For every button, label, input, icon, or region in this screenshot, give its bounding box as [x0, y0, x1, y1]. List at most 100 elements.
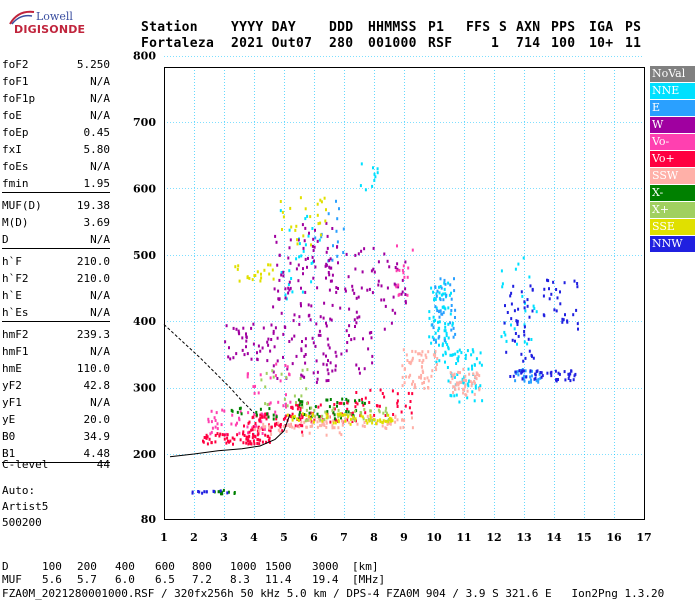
- echo-point-e: [440, 312, 443, 316]
- echo-point-w: [304, 226, 307, 230]
- y-tick-label: 500: [133, 249, 156, 262]
- echo-point-w: [241, 348, 244, 352]
- echo-point-w: [282, 332, 285, 336]
- echo-point-x: [268, 407, 271, 411]
- echo-point-x: [236, 410, 239, 414]
- echo-point-w: [330, 279, 333, 283]
- echo-point-w: [235, 327, 238, 331]
- echo-point-nne: [453, 394, 456, 398]
- echo-point-ssw: [422, 358, 425, 362]
- echo-point-w: [357, 295, 360, 299]
- param-row: h`F2 210.0: [2, 270, 110, 287]
- echo-point-nnw: [572, 313, 575, 317]
- echo-point-sse: [325, 412, 328, 416]
- echo-point-x: [318, 415, 321, 419]
- echo-point-e: [517, 373, 520, 377]
- echo-point-ssw: [268, 424, 271, 428]
- echo-point-ssw: [322, 420, 325, 424]
- echo-point-w: [232, 326, 235, 330]
- echo-point-w: [354, 267, 357, 271]
- param-row: h`F 210.0: [2, 253, 110, 270]
- echo-point-vo: [333, 407, 336, 411]
- echo-point-w: [272, 329, 275, 333]
- echo-point-nnw: [523, 300, 526, 304]
- echo-point-sse: [256, 270, 259, 274]
- echo-point-nne: [454, 352, 457, 356]
- echo-point-nne: [437, 326, 440, 330]
- echo-point-vo: [284, 402, 287, 406]
- param-value: 3.69: [83, 216, 111, 229]
- echo-point-w: [312, 249, 315, 252]
- echo-point-nnw: [570, 369, 573, 373]
- echo-point-ssw: [453, 385, 456, 389]
- echo-point-nnw: [572, 378, 575, 382]
- echo-point-nne: [438, 359, 441, 363]
- echo-point-sse: [291, 415, 294, 419]
- echo-point-vo: [261, 440, 264, 444]
- echo-point-e: [523, 379, 526, 383]
- echo-point-x: [301, 368, 304, 372]
- echo-point-vo: [203, 436, 206, 439]
- param-value: N/A: [90, 233, 110, 246]
- echo-point-ssw: [478, 388, 481, 392]
- echo-point-sse: [319, 221, 322, 225]
- echo-point-sse: [290, 225, 293, 229]
- echo-point-vo: [215, 411, 218, 415]
- echo-point-x: [343, 402, 346, 406]
- echo-point-nne: [438, 320, 441, 324]
- echo-point-vo: [346, 418, 349, 422]
- echo-point-nnw: [573, 374, 576, 378]
- echo-point-w: [377, 283, 380, 287]
- echo-point-nnw: [540, 375, 543, 379]
- echo-point-nne: [517, 262, 520, 266]
- echo-point-e: [443, 278, 446, 282]
- echo-point-vo: [409, 400, 412, 403]
- echo-point-nnw: [543, 314, 546, 318]
- echo-point-w: [245, 345, 247, 349]
- echo-point-w: [300, 347, 303, 351]
- echo-point-nne: [373, 172, 376, 176]
- echo-point-vo: [210, 430, 213, 434]
- y-tick-label: 400: [133, 315, 156, 328]
- echo-point-e: [335, 229, 338, 233]
- echo-point-w: [329, 257, 332, 261]
- echo-point-e: [442, 311, 445, 315]
- echo-point-nnw: [536, 369, 539, 373]
- echo-point-w: [289, 261, 292, 265]
- profile-trace: [169, 414, 291, 458]
- echo-point-nne: [447, 347, 450, 351]
- footer-value: 400: [115, 560, 135, 573]
- echo-point-w: [384, 304, 387, 308]
- echo-point-nne: [528, 275, 531, 279]
- echo-point-vo: [261, 415, 264, 419]
- echo-point-ssw: [427, 379, 430, 383]
- echo-point-w: [319, 333, 322, 337]
- echo-point-x: [354, 409, 357, 413]
- echo-point-ssw: [394, 420, 397, 424]
- echo-point-vo: [216, 422, 219, 426]
- echo-point-w: [397, 285, 400, 289]
- echo-point-vo: [254, 421, 257, 425]
- echo-point-nne: [467, 384, 470, 388]
- param-name: foF1p: [2, 92, 36, 105]
- echo-point-x: [299, 400, 302, 404]
- echo-point-nnw: [555, 378, 557, 382]
- echo-point-x: [222, 488, 225, 492]
- echo-point-vo: [252, 425, 255, 429]
- param-name: h`F: [2, 255, 22, 268]
- header-value: 280: [329, 36, 354, 51]
- echo-point-w: [313, 259, 315, 263]
- echo-point-w: [396, 262, 399, 266]
- echo-point-x: [283, 397, 286, 401]
- echo-point-ssw: [316, 425, 319, 429]
- echo-point-w: [276, 263, 279, 267]
- echo-point-e: [450, 304, 453, 307]
- param-row: hmE 110.0: [2, 360, 110, 377]
- echo-point-sse: [341, 413, 344, 417]
- echo-point-w: [323, 301, 326, 305]
- echo-point-w: [331, 369, 334, 373]
- echo-point-w: [328, 258, 331, 262]
- echo-point-x: [382, 411, 385, 415]
- echo-point-w: [304, 257, 307, 261]
- legend-item: NoVal: [650, 66, 695, 82]
